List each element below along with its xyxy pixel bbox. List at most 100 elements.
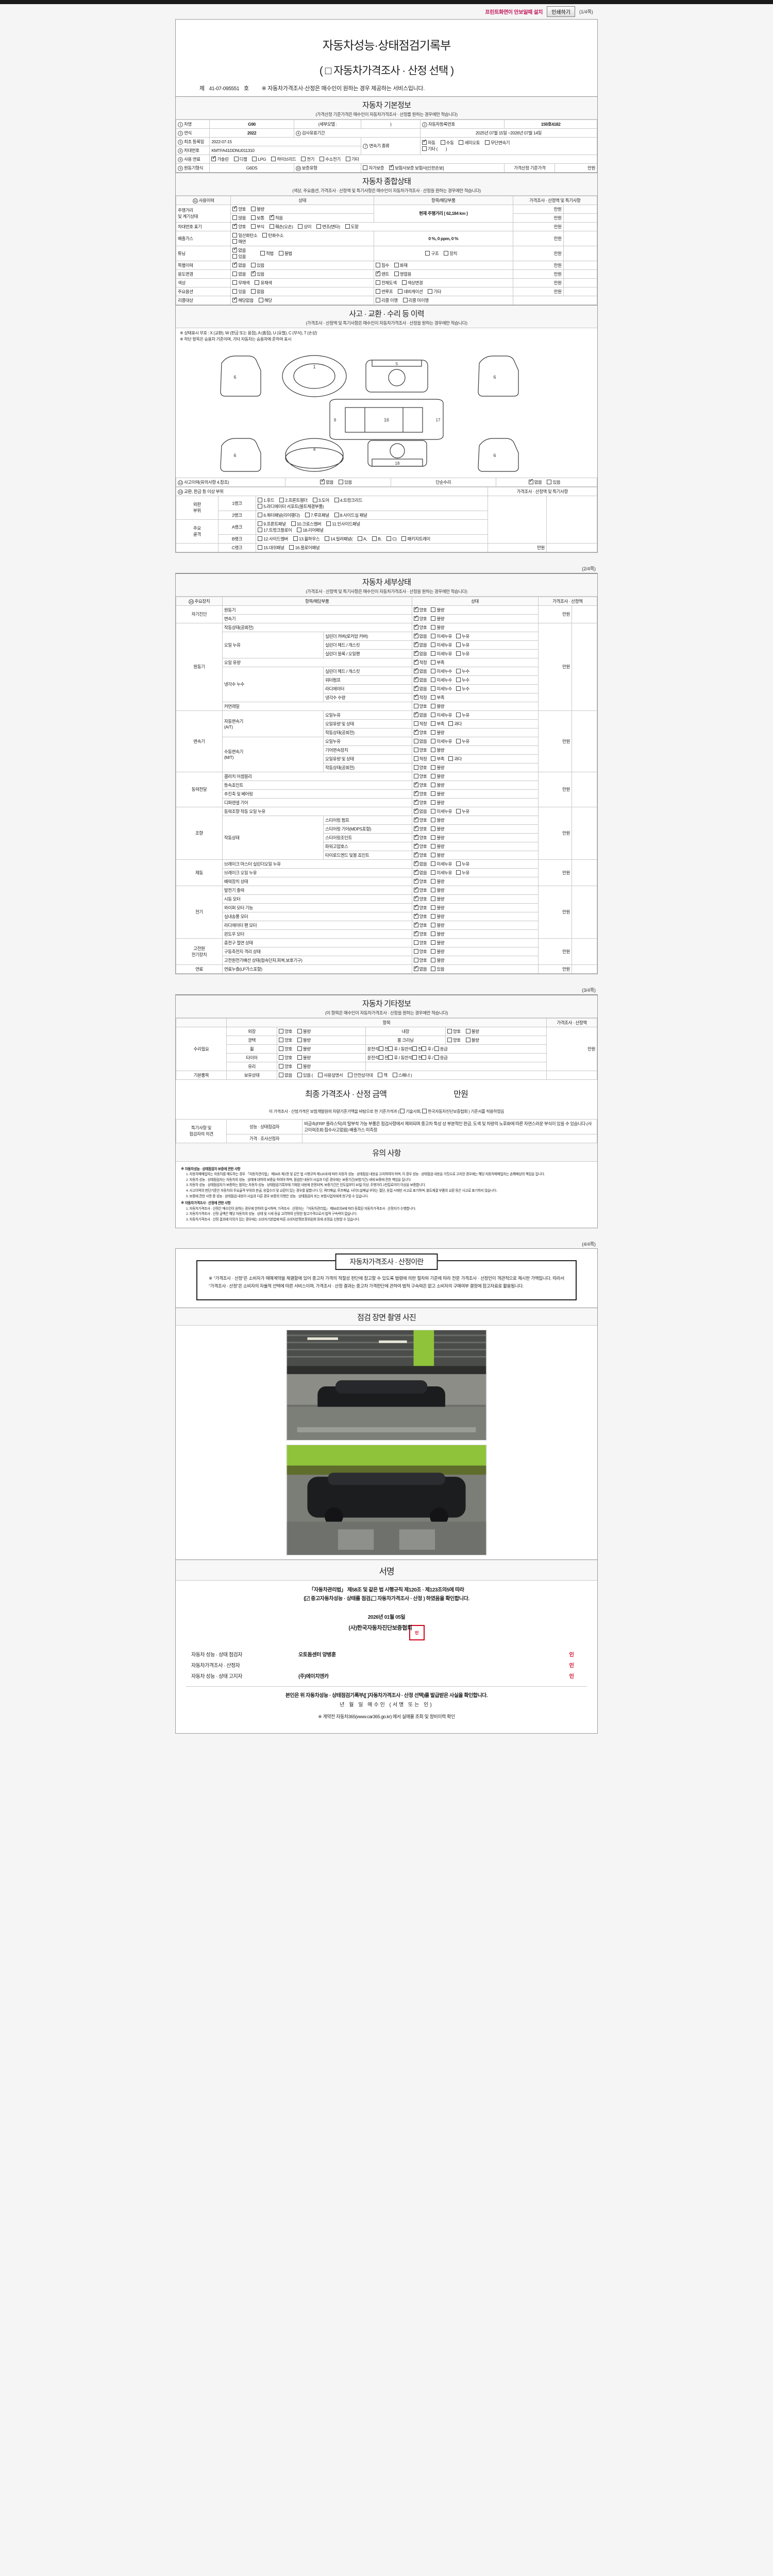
opt-part-pillar-panel[interactable]: 14.필러패널( — [325, 536, 352, 542]
opt-part-package-tray[interactable]: 패키지트레이 — [401, 536, 430, 542]
opt-양호[interactable]: 양호 — [413, 790, 427, 797]
opt-trans-cvt[interactable]: 무단변속기 — [485, 140, 510, 146]
opt-적정[interactable]: 적정 — [413, 658, 427, 666]
opt-양호[interactable]: 양호 — [413, 765, 427, 771]
opt-ext-bad[interactable]: 불량 — [297, 1028, 311, 1035]
opt-hold-manual[interactable]: 사용설명서 — [318, 1072, 343, 1078]
opt-불량[interactable]: 불량 — [431, 905, 445, 911]
opt-usechange-rent[interactable]: 렌트 — [375, 270, 389, 277]
opt-part-floor-panel[interactable]: 16.플로어패널 — [289, 545, 320, 551]
opt-양호[interactable]: 양호 — [413, 895, 427, 902]
opt-wheel-good[interactable]: 양호 — [279, 1046, 292, 1052]
opt-tuning-legal[interactable]: 적법 — [260, 250, 274, 257]
opt-과다[interactable]: 과다 — [448, 721, 462, 727]
opt-color-chromatic[interactable]: 유채색 — [255, 280, 272, 286]
opt-hold-triangle[interactable]: 안전삼각대 — [348, 1072, 373, 1078]
opt-불량[interactable]: 불량 — [431, 730, 445, 736]
opt-불량[interactable]: 불량 — [431, 703, 445, 709]
cb-tire-dr-front[interactable] — [378, 1055, 383, 1060]
cb-tire-dr-rear[interactable] — [388, 1055, 393, 1060]
opt-양호[interactable]: 양호 — [413, 904, 427, 911]
opt-room-good[interactable]: 양호 — [447, 1037, 461, 1043]
opt-양호[interactable]: 양호 — [413, 781, 427, 788]
opt-누유[interactable]: 누유 — [456, 870, 469, 876]
opt-emission-hc[interactable]: 탄화수소 — [262, 232, 283, 239]
opt-ext-good[interactable]: 양호 — [279, 1028, 292, 1035]
opt-part-roof-panel[interactable]: 7.루프패널 — [305, 512, 329, 518]
opt-양호[interactable]: 양호 — [413, 773, 427, 779]
opt-hold-yes[interactable]: 있음 ( — [297, 1072, 313, 1078]
opt-tuning-device[interactable]: 장치 — [444, 250, 457, 257]
opt-part-side-member[interactable]: 12.사이드멤버 — [258, 536, 288, 542]
opt-special-fire[interactable]: 화재 — [394, 262, 408, 268]
opt-recall-na[interactable]: 해당없음 — [232, 296, 254, 303]
opt-불량[interactable]: 불량 — [431, 817, 445, 823]
opt-불량[interactable]: 불량 — [431, 887, 445, 893]
opt-fuel-electric[interactable]: 전기 — [301, 156, 315, 162]
opt-hold-jack[interactable]: 잭 — [378, 1072, 388, 1078]
opt-없음[interactable]: 없음 — [413, 869, 427, 876]
cb-price-appraisal[interactable] — [372, 1596, 377, 1601]
opt-없음[interactable]: 없음 — [413, 965, 427, 972]
opt-tuning-none[interactable]: 없음 — [232, 246, 246, 253]
opt-불량[interactable]: 불량 — [431, 957, 445, 963]
opt-양호[interactable]: 양호 — [413, 948, 427, 955]
opt-fuel-other[interactable]: 기타 — [345, 156, 359, 162]
opt-양호[interactable]: 양호 — [413, 799, 427, 806]
opt-누유[interactable]: 누유 — [456, 633, 469, 639]
opt-불량[interactable]: 불량 — [431, 931, 445, 937]
opt-양호[interactable]: 양호 — [413, 816, 427, 823]
cb-wheel-dr-rear[interactable] — [388, 1046, 393, 1051]
opt-미세누유[interactable]: 미세누유 — [431, 870, 452, 876]
opt-trans-other[interactable]: 기타 ( ) — [422, 146, 447, 152]
opt-warranty-insurer[interactable]: 보험사보증 보험사[신한손보] — [389, 164, 444, 171]
opt-vin-different[interactable]: 상이 — [298, 224, 312, 230]
opt-미세누수[interactable]: 미세누수 — [431, 668, 452, 674]
opt-options-navi[interactable]: 네비게이션 — [398, 289, 423, 295]
opt-부족[interactable]: 부족 — [431, 756, 445, 762]
opt-mileage-good[interactable]: 양호 — [232, 205, 246, 212]
opt-options-other[interactable]: 기타 — [428, 289, 442, 295]
opt-불량[interactable]: 불량 — [431, 765, 445, 771]
opt-부족[interactable]: 부족 — [431, 694, 445, 701]
opt-없음[interactable]: 없음 — [413, 711, 427, 718]
cb-wheel-dr-front[interactable] — [378, 1046, 383, 1051]
opt-trans-manual[interactable]: 수동 — [440, 140, 454, 146]
opt-fuel-hydrogen[interactable]: 수소전기 — [320, 156, 341, 162]
opt-glass-good[interactable]: 양호 — [279, 1063, 292, 1070]
opt-color-achromatic[interactable]: 무채색 — [232, 280, 250, 286]
opt-양호[interactable]: 양호 — [413, 825, 427, 832]
opt-mileage-many[interactable]: 많음 — [232, 215, 246, 221]
opt-불량[interactable]: 불량 — [431, 782, 445, 788]
opt-emission-smoke[interactable]: 매연 — [232, 239, 246, 245]
opt-미세누유[interactable]: 미세누유 — [431, 651, 452, 657]
opt-emission-co[interactable]: 일산화탄소 — [232, 232, 258, 239]
opt-options-none[interactable]: 없음 — [251, 289, 264, 295]
opt-미세누유[interactable]: 미세누유 — [431, 712, 452, 718]
opt-누유[interactable]: 누유 — [456, 642, 469, 648]
opt-special-flood[interactable]: 침수 — [375, 262, 389, 268]
cb-performance-check[interactable] — [305, 1595, 310, 1603]
opt-양호[interactable]: 양호 — [413, 728, 427, 736]
opt-int-bad[interactable]: 불량 — [465, 1028, 479, 1035]
opt-불량[interactable]: 불량 — [431, 616, 445, 622]
opt-fuel-lpg[interactable]: LPG — [252, 156, 266, 162]
opt-양호[interactable]: 양호 — [413, 912, 427, 920]
opt-special-yes[interactable]: 있음 — [251, 262, 264, 268]
opt-없음[interactable]: 없음 — [413, 738, 427, 744]
opt-part-trunk-floor[interactable]: 17.트렁크플로어 — [258, 527, 292, 533]
opt-mileage-few[interactable]: 적음 — [269, 214, 283, 221]
opt-부족[interactable]: 부족 — [431, 721, 445, 727]
opt-vin-corrosion[interactable]: 부식 — [251, 224, 264, 230]
opt-없음[interactable]: 없음 — [413, 676, 427, 683]
opt-polish-bad[interactable]: 불량 — [297, 1037, 311, 1043]
opt-양호[interactable]: 양호 — [413, 703, 427, 709]
opt-적정[interactable]: 적정 — [413, 756, 427, 762]
opt-part-rear-panel[interactable]: 18.리어패널 — [297, 527, 324, 533]
opt-fuel-hybrid[interactable]: 하이브리드 — [271, 156, 296, 162]
opt-usechange-business[interactable]: 영업용 — [394, 271, 411, 277]
opt-tuning-illegal[interactable]: 불법 — [278, 250, 292, 257]
opt-양호[interactable]: 양호 — [413, 623, 427, 631]
opt-color-fullpaint[interactable]: 전체도색 — [375, 280, 397, 286]
opt-양호[interactable]: 양호 — [413, 957, 427, 963]
